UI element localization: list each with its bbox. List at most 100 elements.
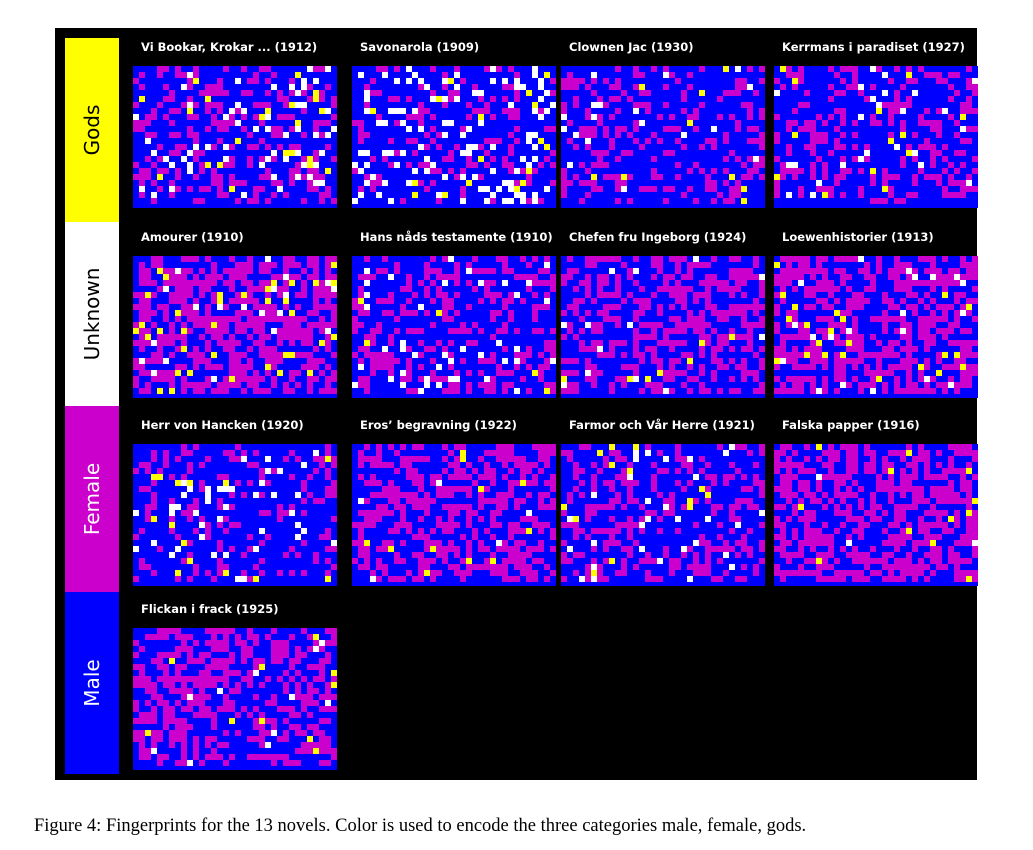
fingerprint-cell	[157, 156, 163, 162]
fingerprint-cell	[199, 388, 205, 394]
fingerprint-cell	[388, 462, 394, 468]
fingerprint-cell	[888, 78, 894, 84]
fingerprint-cell	[810, 150, 816, 156]
fingerprint-cell	[163, 664, 169, 670]
fingerprint-cell	[163, 712, 169, 718]
fingerprint-cell	[460, 570, 466, 576]
fingerprint-cell	[798, 268, 804, 274]
fingerprint-cell	[639, 90, 645, 96]
fingerprint-cell	[319, 96, 325, 102]
fingerprint-cell	[894, 274, 900, 280]
fingerprint-cell	[753, 298, 759, 304]
fingerprint-cell	[846, 462, 852, 468]
fingerprint-cell	[942, 78, 948, 84]
fingerprint-cell	[852, 346, 858, 352]
fingerprint-cell	[313, 676, 319, 682]
fingerprint-cell	[747, 108, 753, 114]
fingerprint-cell	[609, 516, 615, 522]
fingerprint-cell	[472, 528, 478, 534]
fingerprint-cell	[502, 504, 508, 510]
fingerprint-cell	[792, 256, 798, 262]
fingerprint-cell	[259, 528, 265, 534]
fingerprint-cell	[448, 120, 454, 126]
fingerprint-cell	[271, 304, 277, 310]
fingerprint-cell	[253, 670, 259, 676]
fingerprint-cell	[792, 168, 798, 174]
fingerprint-cell	[792, 528, 798, 534]
fingerprint-cell	[424, 346, 430, 352]
fingerprint-cell	[627, 96, 633, 102]
fingerprint-cell	[448, 96, 454, 102]
fingerprint-cell	[948, 516, 954, 522]
fingerprint-cell	[289, 370, 295, 376]
fingerprint-cell	[822, 364, 828, 370]
fingerprint-cell	[741, 364, 747, 370]
fingerprint-cell	[235, 688, 241, 694]
fingerprint-cell	[876, 108, 882, 114]
fingerprint-cell	[717, 96, 723, 102]
fingerprint-cell	[418, 552, 424, 558]
fingerprint-cell	[211, 262, 217, 268]
fingerprint-cell	[193, 504, 199, 510]
fingerprint-cell	[930, 340, 936, 346]
fingerprint-cell	[223, 450, 229, 456]
fingerprint-cell	[900, 474, 906, 480]
fingerprint-cell	[810, 534, 816, 540]
fingerprint-cell	[364, 268, 370, 274]
fingerprint-cell	[139, 322, 145, 328]
fingerprint-cell	[627, 174, 633, 180]
fingerprint-cell	[894, 376, 900, 382]
fingerprint-cell	[307, 364, 313, 370]
fingerprint-cell	[394, 522, 400, 528]
fingerprint-cell	[436, 364, 442, 370]
fingerprint-cell	[852, 84, 858, 90]
fingerprint-cell	[508, 444, 514, 450]
fingerprint-cell	[645, 510, 651, 516]
fingerprint-cell	[412, 534, 418, 540]
fingerprint-cell	[669, 256, 675, 262]
fingerprint-cell	[352, 352, 358, 358]
fingerprint-cell	[729, 114, 735, 120]
fingerprint-cell	[972, 168, 978, 174]
fingerprint-cell	[289, 340, 295, 346]
fingerprint-cell	[747, 486, 753, 492]
fingerprint-cell	[741, 78, 747, 84]
fingerprint-cell	[753, 352, 759, 358]
fingerprint-cell	[448, 382, 454, 388]
fingerprint-cell	[774, 456, 780, 462]
fingerprint-cell	[717, 192, 723, 198]
fingerprint-cell	[175, 676, 181, 682]
fingerprint-cell	[283, 552, 289, 558]
fingerprint-cell	[774, 274, 780, 280]
fingerprint-cell	[579, 162, 585, 168]
fingerprint-cell	[331, 96, 337, 102]
fingerprint-cell	[229, 376, 235, 382]
fingerprint-matrix	[133, 628, 337, 770]
fingerprint-cell	[454, 66, 460, 72]
fingerprint-cell	[508, 456, 514, 462]
fingerprint-cell	[424, 292, 430, 298]
fingerprint-cell	[133, 340, 139, 346]
fingerprint-cell	[729, 376, 735, 382]
fingerprint-cell	[561, 450, 567, 456]
fingerprint-cell	[912, 382, 918, 388]
fingerprint-cell	[412, 576, 418, 582]
fingerprint-cell	[502, 546, 508, 552]
fingerprint-cell	[759, 480, 765, 486]
fingerprint-cell	[930, 280, 936, 286]
fingerprint-cell	[906, 322, 912, 328]
fingerprint-cell	[139, 664, 145, 670]
fingerprint-cell	[633, 328, 639, 334]
fingerprint-cell	[538, 468, 544, 474]
fingerprint-cell	[888, 522, 894, 528]
fingerprint-cell	[133, 120, 139, 126]
fingerprint-cell	[609, 292, 615, 298]
fingerprint-cell	[211, 364, 217, 370]
fingerprint-cell	[169, 712, 175, 718]
fingerprint-cell	[816, 286, 822, 292]
fingerprint-cell	[924, 268, 930, 274]
fingerprint-cell	[753, 480, 759, 486]
fingerprint-cell	[918, 280, 924, 286]
fingerprint-cell	[804, 262, 810, 268]
fingerprint-cell	[930, 522, 936, 528]
